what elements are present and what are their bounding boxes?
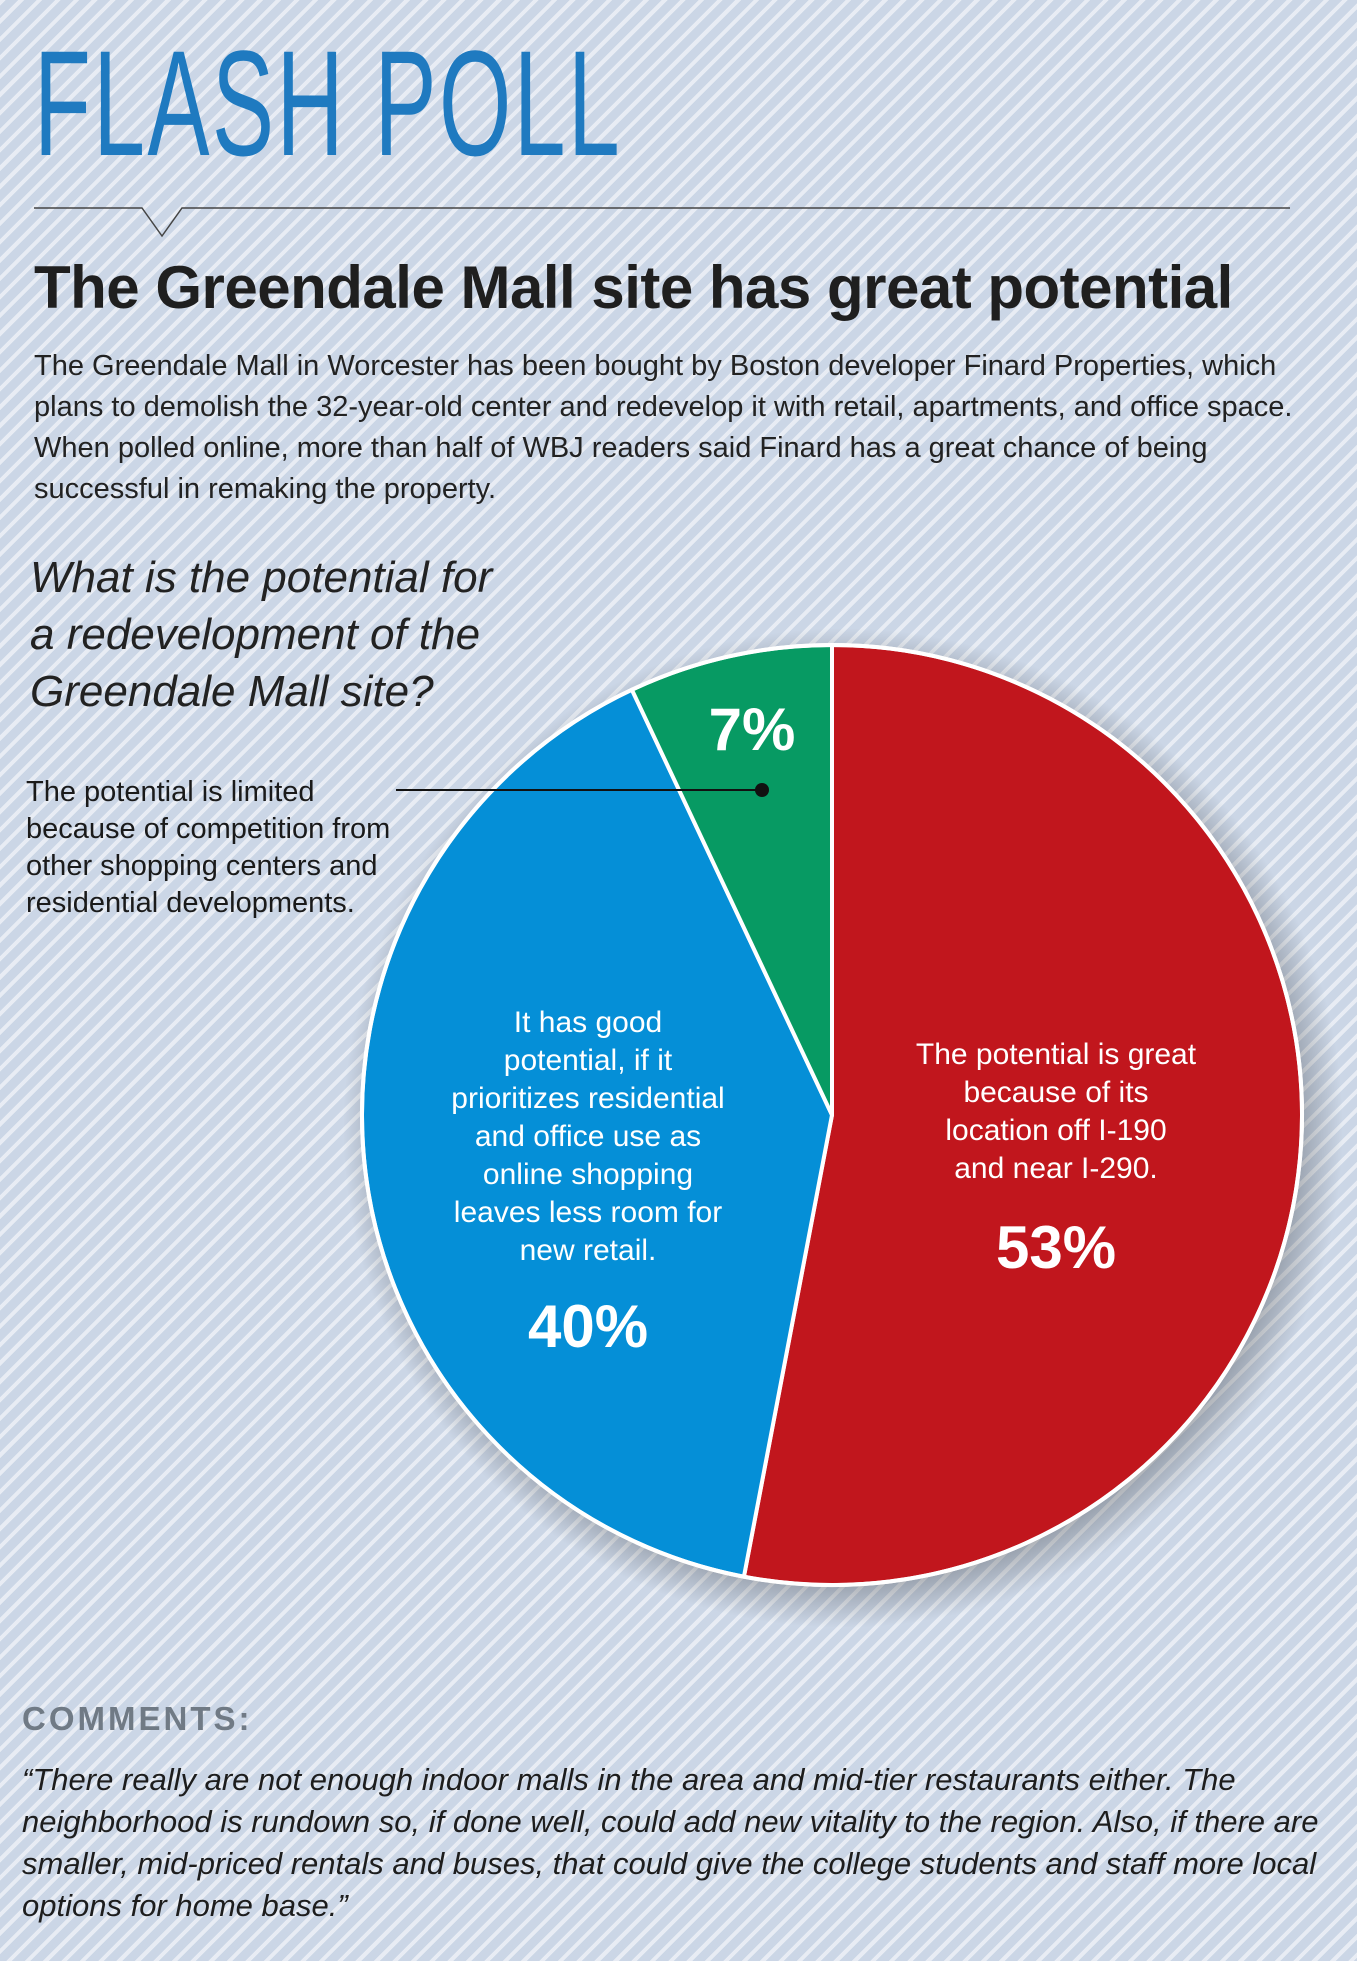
comments-heading: COMMENTS: xyxy=(22,1700,253,1737)
slice-label-good-line: new retail. xyxy=(520,1234,657,1267)
slice-value-great: 53% xyxy=(996,1214,1116,1281)
slice-label-good-line: leaves less room for xyxy=(454,1196,722,1229)
slice-value-limited: 7% xyxy=(709,696,796,763)
slice-label-good-line: prioritizes residential xyxy=(451,1082,724,1115)
callout-leader-dot xyxy=(755,783,769,797)
poll-question: What is the potential for a redevelopmen… xyxy=(30,553,493,716)
header-rule xyxy=(34,207,1290,238)
slice-label-great-line: The potential is great xyxy=(916,1038,1197,1071)
slice-label-good-line: online shopping xyxy=(483,1158,693,1191)
callout-label-limited: The potential is limited because of comp… xyxy=(26,776,391,919)
intro-paragraph: The Greendale Mall in Worcester has been… xyxy=(34,350,1293,505)
headline: The Greendale Mall site has great potent… xyxy=(34,254,1233,321)
kicker-flash-poll: FLASH POLL xyxy=(34,19,623,187)
slice-value-good: 40% xyxy=(528,1293,648,1360)
slice-label-good-line: and office use as xyxy=(475,1120,701,1153)
slice-label-great-line: location off I-190 xyxy=(945,1114,1166,1147)
slice-label-good-line: potential, if it xyxy=(504,1044,673,1077)
comment-quote: “There really are not enough indoor mall… xyxy=(22,1762,1319,1923)
pie-rim xyxy=(360,643,1304,1587)
slice-label-good-line: It has good xyxy=(514,1006,662,1039)
slice-label-great-line: because of its xyxy=(963,1076,1148,1109)
slice-label-great-line: and near I-290. xyxy=(954,1152,1157,1185)
